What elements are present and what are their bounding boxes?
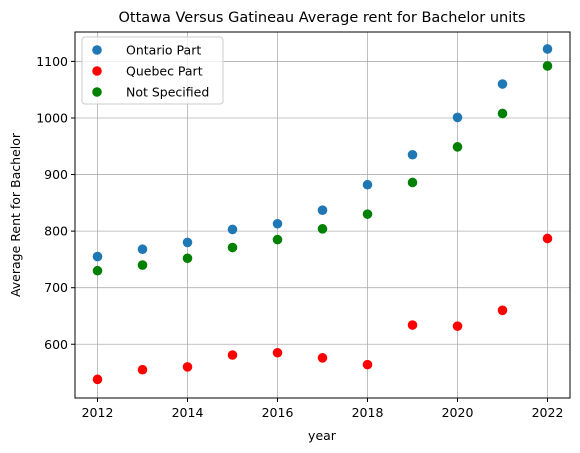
data-point xyxy=(137,260,148,270)
data-point xyxy=(452,112,463,123)
data-point xyxy=(452,321,463,331)
data-point xyxy=(227,242,238,253)
data-point xyxy=(272,234,283,245)
data-point xyxy=(407,177,418,188)
data-point xyxy=(92,265,103,276)
series-2 xyxy=(92,61,553,276)
legend-label: Not Specified xyxy=(126,85,209,100)
x-tick-label: 2022 xyxy=(532,405,564,420)
legend-marker xyxy=(92,66,102,76)
data-point xyxy=(92,374,103,385)
legend-label: Ontario Part xyxy=(126,43,201,58)
x-tick-label: 2018 xyxy=(352,405,384,420)
data-point xyxy=(542,61,553,71)
data-point xyxy=(137,244,148,255)
y-tick-label: 600 xyxy=(44,337,68,352)
data-point xyxy=(317,224,328,234)
data-point xyxy=(182,237,193,248)
data-point xyxy=(227,224,238,235)
data-point xyxy=(272,347,283,358)
data-point xyxy=(137,364,148,375)
data-point xyxy=(542,44,553,54)
legend: Ontario Part Quebec Part Not Specified xyxy=(81,36,224,105)
data-point xyxy=(92,251,103,262)
data-point xyxy=(407,149,418,160)
legend-label: Quebec Part xyxy=(126,64,203,79)
data-point xyxy=(497,79,508,89)
series-0 xyxy=(92,44,553,262)
data-point xyxy=(497,305,508,316)
data-points xyxy=(92,44,553,385)
axis-ticks: 2012 2014 2016 2018 2020 2022 600 700 800 900 1000… xyxy=(36,54,563,420)
data-point xyxy=(362,179,373,190)
x-tick-label: 2012 xyxy=(82,405,114,420)
data-point xyxy=(362,209,373,219)
y-tick-label: 800 xyxy=(44,224,68,239)
data-point xyxy=(452,142,463,152)
x-tick-label: 2020 xyxy=(442,405,474,420)
series-1 xyxy=(92,233,553,385)
x-tick-label: 2016 xyxy=(262,405,294,420)
data-point xyxy=(542,233,553,244)
legend-box xyxy=(81,36,224,105)
chart-title: Ottawa Versus Gatineau Average rent for … xyxy=(118,10,525,26)
data-point xyxy=(272,218,283,229)
data-point xyxy=(362,359,373,370)
data-point xyxy=(497,108,508,119)
y-tick-label: 1100 xyxy=(36,54,68,69)
data-point xyxy=(317,205,328,215)
data-point xyxy=(407,320,418,330)
legend-marker xyxy=(92,87,102,97)
x-tick-label: 2014 xyxy=(172,405,204,420)
y-tick-label: 700 xyxy=(44,280,68,295)
legend-marker xyxy=(92,45,102,55)
plot-frame xyxy=(74,31,571,399)
data-point xyxy=(227,350,238,360)
y-axis-label: Average Rent for Bachelor xyxy=(8,132,23,297)
data-point xyxy=(182,362,193,372)
y-tick-label: 1000 xyxy=(36,110,68,125)
y-tick-label: 900 xyxy=(44,167,68,182)
data-point xyxy=(182,253,193,264)
data-point xyxy=(317,353,328,363)
x-axis-label: year xyxy=(308,428,337,443)
